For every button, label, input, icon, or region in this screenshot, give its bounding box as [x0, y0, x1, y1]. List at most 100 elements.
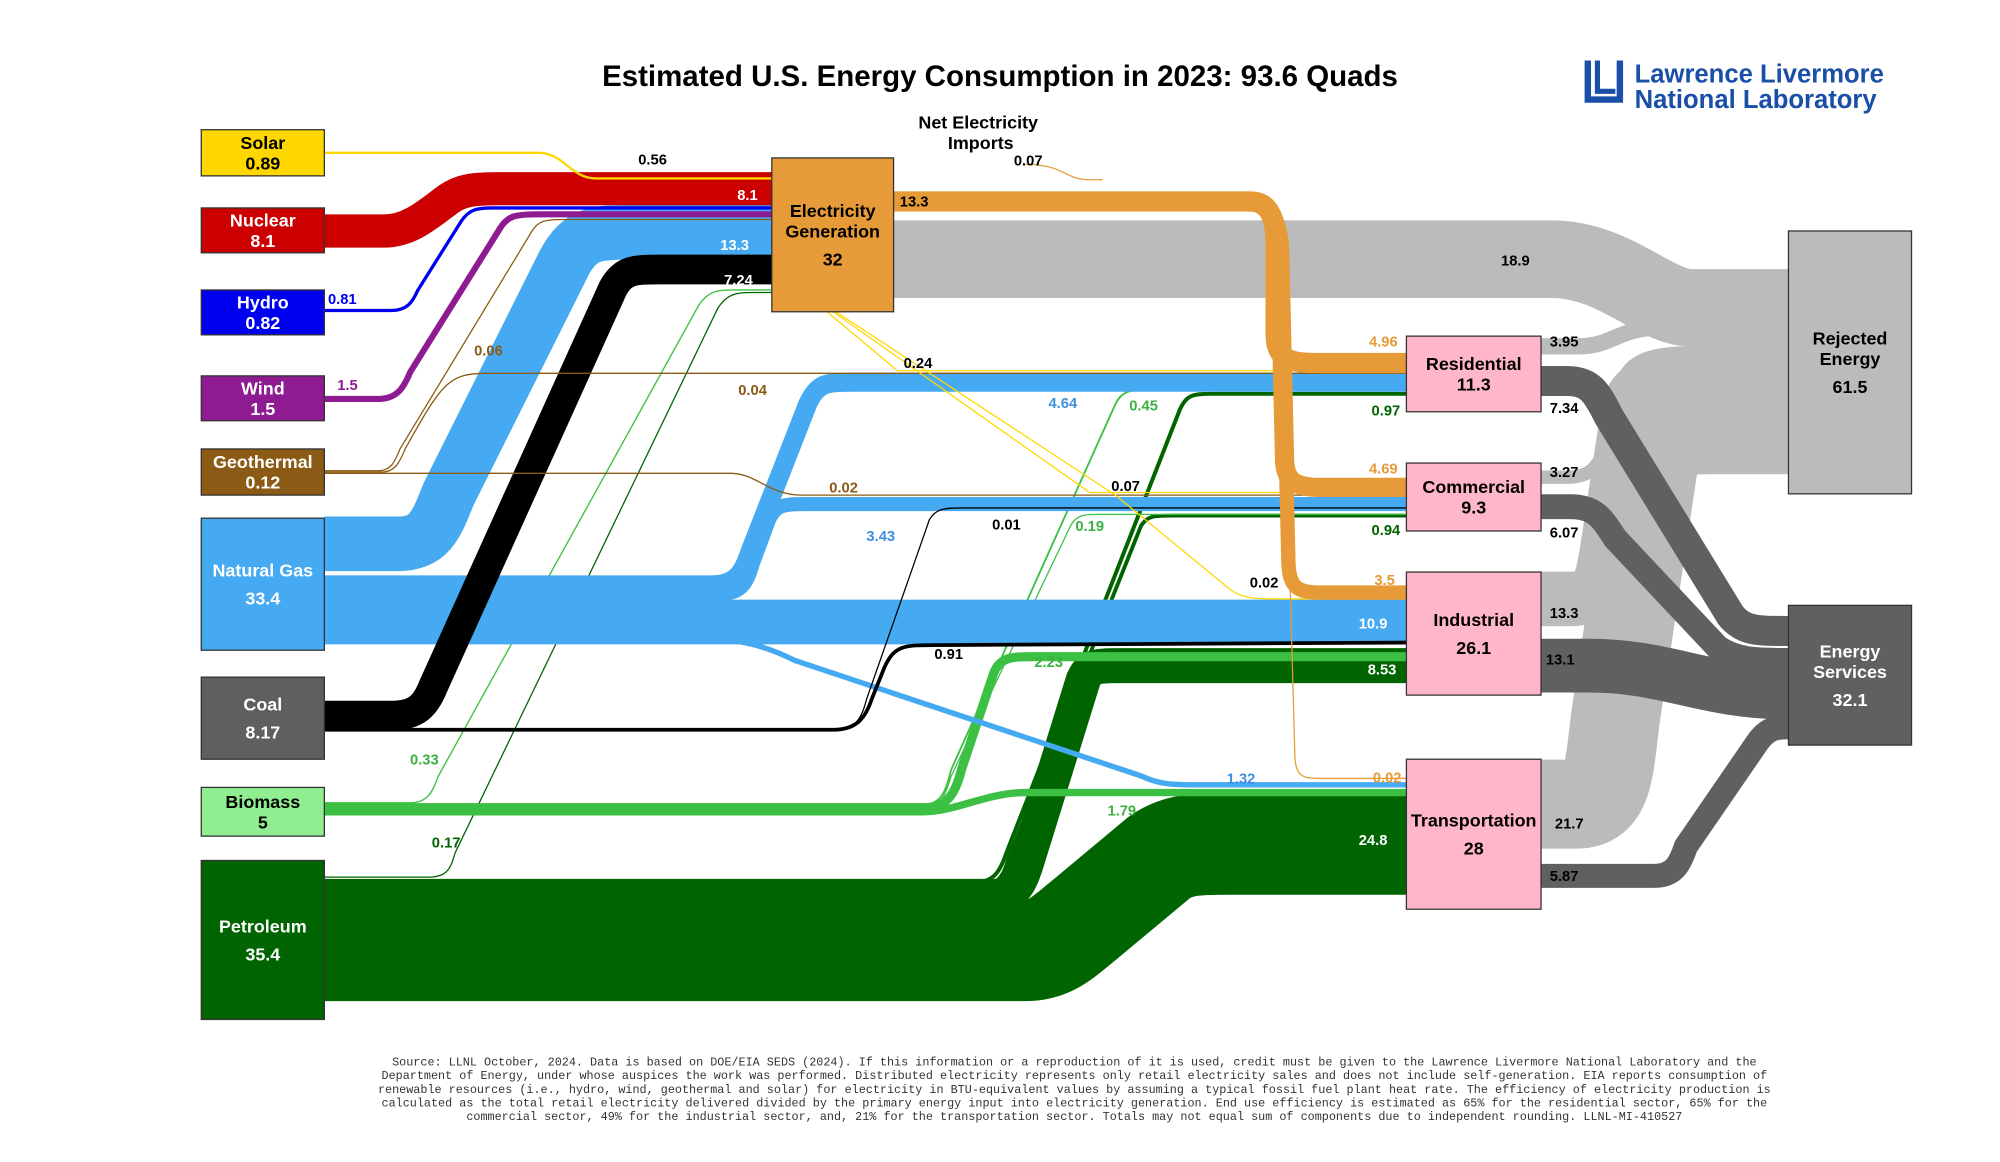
flow-residential-to-energy-services [1541, 365, 1789, 647]
flow-wind-to-electricity-generation [324, 211, 772, 403]
node-name: Residential [1426, 354, 1522, 374]
flow-label-geothermal-to-residential: 0.04 [738, 383, 767, 399]
flow-label-electricity-generation-to-transportation: 0.02 [1373, 770, 1402, 786]
flow-biomass-to-electricity-generation [324, 289, 772, 804]
node-box [200, 676, 325, 760]
node-value: 35.4 [245, 944, 280, 964]
flow-label-geothermal-to-commercial: 0.02 [829, 481, 858, 497]
flow-label-residential-to-energy-services: 7.34 [1550, 401, 1579, 417]
node-name: Electricity [790, 201, 876, 221]
flow-label-transportation-to-rejected-energy: 21.7 [1555, 816, 1584, 832]
node-name: Petroleum [219, 916, 307, 936]
logo-text-line2: National Laboratory [1635, 86, 1878, 114]
footnote-line: calculated as the total retail electrici… [382, 1096, 1768, 1110]
flow-residential-to-rejected-energy [1541, 319, 1789, 355]
flow-label-coal-to-industrial: 0.91 [934, 647, 963, 663]
flow-label-petroleum-to-commercial: 0.94 [1372, 523, 1401, 539]
node-value: 1.5 [250, 399, 275, 419]
node-value: 5 [258, 812, 268, 832]
net-imports-flow [1025, 163, 1103, 181]
flow-geothermal-to-residential [324, 372, 1407, 473]
flow-coal-to-electricity-generation [324, 254, 772, 731]
flow-label-petroleum-to-transportation: 24.8 [1359, 833, 1388, 849]
flow-geothermal-to-commercial [324, 472, 1407, 496]
nodes-layer: Solar0.89Nuclear8.1Hydro0.82Wind1.5Geoth… [200, 129, 1913, 1021]
node-value: 9.3 [1461, 498, 1486, 518]
node-box [1787, 230, 1913, 495]
node-name: Industrial [1433, 610, 1514, 630]
flow-industrial-to-rejected-energy [1541, 355, 1789, 627]
flow-label-electricity-generation-to-residential: 4.96 [1369, 334, 1398, 350]
node-name: Energy [1820, 641, 1881, 661]
node-value: 61.5 [1833, 377, 1868, 397]
node-box [200, 129, 325, 177]
flow-electricity-generation-to-rejected-energy [893, 220, 1789, 347]
flow-label-biomass-to-commercial: 0.19 [1075, 519, 1104, 535]
flow-geothermal-to-electricity-generation [324, 218, 772, 472]
node-value: 28 [1464, 839, 1484, 859]
flow-commercial-to-rejected-energy [1541, 346, 1789, 484]
node-name: Geothermal [213, 452, 313, 472]
node-box [200, 375, 325, 422]
flow-label-biomass-to-industrial: 2.23 [1034, 655, 1063, 671]
flow-natural-gas-to-residential [324, 372, 1407, 595]
node-box [200, 517, 325, 651]
flow-label-transportation-to-energy-services: 5.87 [1550, 869, 1579, 885]
flow-label-residential-to-rejected-energy: 3.95 [1550, 334, 1579, 350]
flow-label-electricity-generation-to-rejected-energy: 18.9 [1501, 254, 1530, 270]
flow-nuclear-to-electricity-generation [324, 172, 772, 248]
node-value: 8.1 [250, 231, 275, 251]
flow-label-industrial-to-rejected-energy: 13.3 [1550, 606, 1579, 622]
flow-label-geothermal-to-electricity-generation: 0.06 [474, 343, 503, 359]
node-name: Services [1813, 662, 1887, 682]
flow-petroleum-to-industrial [324, 648, 1407, 914]
flow-commercial-to-energy-services [1541, 494, 1789, 673]
node-box [1405, 758, 1542, 910]
node-box [200, 207, 325, 254]
flow-label-natural-gas-to-transportation: 1.32 [1227, 772, 1256, 788]
flow-labels-layer: 18.9 21.7 13.3 3.27 3.95 7.34 6.07 13.1 5.87 24.8… [328, 152, 1584, 885]
llnl-logo: Lawrence Livermore National Laboratory [1584, 60, 1884, 114]
electricity-output-label: 13.3 [900, 195, 929, 211]
flow-label-biomass-to-residential: 0.45 [1129, 398, 1158, 414]
flow-transportation-to-rejected-energy [1532, 385, 1789, 849]
flow-label-industrial-to-energy-services: 13.1 [1546, 652, 1575, 668]
node-box [1787, 604, 1913, 746]
node-value: 8.17 [245, 723, 280, 743]
flow-label-natural-gas-to-commercial: 3.43 [866, 529, 895, 545]
node-box [200, 289, 325, 336]
footnote-line: Source: LLNL October, 2024. Data is base… [392, 1056, 1756, 1070]
flow-biomass-to-transportation [324, 788, 1407, 816]
net-imports-label-1: Net Electricity [918, 112, 1038, 132]
net-imports-value: 0.07 [1014, 154, 1043, 170]
flow-label-coal-to-commercial: 0.01 [992, 518, 1021, 534]
node-value: 32 [823, 250, 843, 270]
flow-solar-to-residential [538, 152, 1407, 372]
flow-label-wind-to-electricity-generation: 1.5 [337, 378, 357, 394]
flow-solar-to-industrial [794, 284, 1407, 600]
flow-label-solar-to-industrial: 0.02 [1250, 575, 1279, 591]
node-name: Rejected [1813, 328, 1888, 348]
flow-label-petroleum-to-industrial: 8.53 [1368, 663, 1397, 679]
node-name: Transportation [1411, 811, 1537, 831]
flow-label-solar-to-electricity-generation: 0.56 [638, 152, 667, 168]
flow-petroleum-to-commercial [324, 513, 1407, 887]
flow-hydro-to-electricity-generation [324, 206, 772, 313]
flow-label-petroleum-to-residential: 0.97 [1372, 404, 1401, 420]
footnote-line: renewable resources (i.e., hydro, wind, … [378, 1083, 1771, 1097]
node-name: Natural Gas [212, 561, 313, 581]
flow-label-nuclear-to-electricity-generation: 8.1 [737, 188, 757, 204]
flow-label-solar-to-commercial: 0.07 [1111, 479, 1140, 495]
flow-label-electricity-generation-to-commercial: 4.69 [1369, 461, 1398, 477]
flow-label-petroleum-to-electricity-generation: 0.17 [432, 836, 461, 852]
flow-label-commercial-to-rejected-energy: 3.27 [1550, 465, 1579, 481]
flow-label-commercial-to-energy-services: 6.07 [1550, 525, 1579, 541]
flow-label-natural-gas-to-residential: 4.64 [1048, 396, 1077, 412]
